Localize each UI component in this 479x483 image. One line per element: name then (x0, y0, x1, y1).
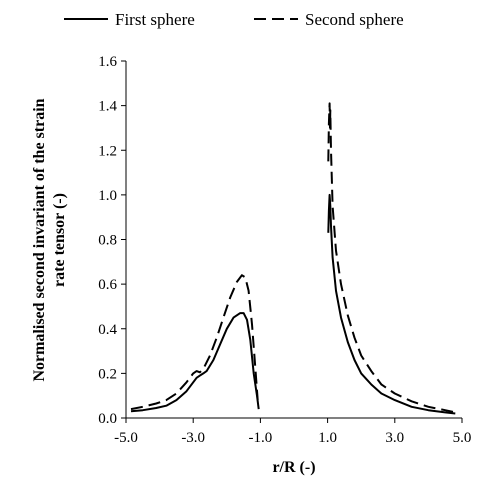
x-tick-label: -5.0 (114, 430, 138, 446)
series-layer (130, 102, 456, 415)
y-axis-title-line-2: rate tensor (-) (51, 193, 68, 287)
x-ticks: -5.0 -3.0 -1.0 1.0 3.0 5.0 (114, 418, 471, 446)
y-tick-label: 0.6 (98, 277, 117, 293)
y-tick-label: 0.4 (98, 322, 117, 338)
legend-label-second-sphere: Second sphere (305, 10, 404, 29)
y-tick-label: 1.2 (98, 143, 117, 159)
y-tick-label: 0.2 (98, 366, 117, 382)
series-line-first-sphere-segment-1 (130, 312, 260, 413)
x-tick-label: 5.0 (453, 430, 472, 446)
y-tick-label: 0.0 (98, 411, 117, 427)
series-line-first-sphere-segment-2 (327, 193, 456, 415)
y-tick-label: 1.6 (98, 54, 117, 70)
y-ticks: 0.0 0.2 0.4 0.6 0.8 1.0 1.2 1.4 1.6 (98, 54, 126, 427)
x-tick-label: 1.0 (318, 430, 337, 446)
x-tick-label: 3.0 (385, 430, 404, 446)
y-tick-label: 1.4 (98, 99, 117, 115)
x-tick-label: -1.0 (249, 430, 273, 446)
x-tick-label: -3.0 (181, 430, 205, 446)
series-line-second-sphere-segment-1 (130, 274, 259, 411)
x-axis-title: r/R (-) (272, 459, 315, 476)
legend: First sphere Second sphere (64, 10, 404, 29)
legend-label-first-sphere: First sphere (115, 10, 195, 29)
series-line-second-sphere-segment-2 (327, 102, 456, 414)
y-tick-label: 1.0 (98, 188, 117, 204)
y-axis-title-line-1: Normalised second invariant of the strai… (31, 98, 48, 381)
y-tick-label: 0.8 (98, 233, 117, 249)
